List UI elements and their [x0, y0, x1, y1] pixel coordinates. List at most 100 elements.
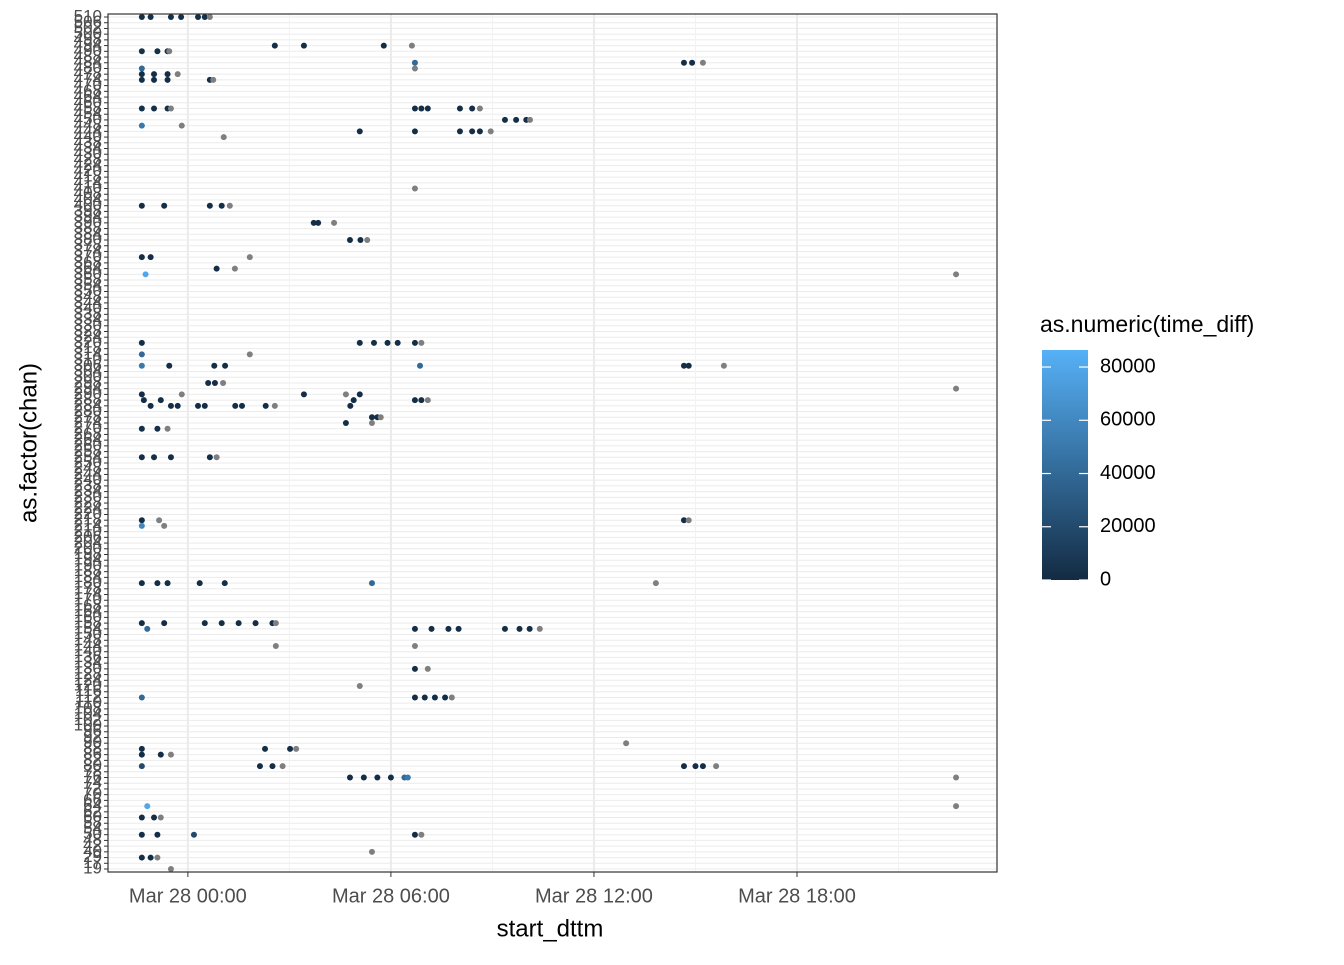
point — [213, 265, 220, 272]
y-tick-label: 488 — [74, 47, 102, 66]
y-tick-label: 458 — [74, 98, 102, 117]
point — [167, 402, 174, 409]
y-tick-label: 240 — [74, 470, 102, 489]
y-tick-label: 480 — [74, 58, 102, 77]
point — [377, 414, 384, 421]
y-tick-label: 40 — [83, 841, 102, 860]
point — [384, 339, 391, 346]
point — [431, 694, 438, 701]
point — [315, 219, 322, 226]
y-tick-label: 360 — [74, 264, 102, 283]
y-tick-label: 388 — [74, 218, 102, 237]
point — [201, 402, 208, 409]
point — [154, 48, 161, 55]
y-tick-label: 370 — [74, 247, 102, 266]
point — [138, 71, 145, 78]
point — [476, 105, 483, 112]
point — [300, 391, 307, 398]
point — [394, 339, 401, 346]
y-tick-label: 350 — [74, 281, 102, 300]
y-axis-label: as.factor(chan) — [15, 363, 42, 523]
point — [689, 59, 696, 66]
y-tick-label: 190 — [74, 555, 102, 574]
y-tick-label: 76 — [83, 767, 102, 786]
point — [164, 71, 171, 78]
point — [699, 763, 706, 770]
point — [218, 620, 225, 627]
y-tick-label: 330 — [74, 315, 102, 334]
y-tick-label: 62 — [83, 801, 102, 820]
point — [271, 42, 278, 49]
y-tick-label: 278 — [74, 407, 102, 426]
y-tick-label: 440 — [74, 127, 102, 146]
point — [138, 76, 145, 83]
y-tick-label: 314 — [74, 344, 102, 363]
x-tick-label: Mar 28 12:00 — [535, 885, 653, 907]
y-tick-label: 258 — [74, 441, 102, 460]
point — [418, 339, 425, 346]
point — [147, 254, 154, 261]
point — [364, 237, 371, 244]
point — [342, 419, 349, 426]
point — [680, 362, 687, 369]
y-tick-label: 444 — [74, 121, 102, 140]
point — [428, 625, 435, 632]
y-tick-label: 60 — [83, 807, 102, 826]
point — [211, 379, 218, 386]
y-tick-label: 220 — [74, 504, 102, 523]
x-tick-label: Mar 28 00:00 — [129, 885, 247, 907]
y-tick-label: 268 — [74, 424, 102, 443]
point — [272, 620, 279, 627]
y-tick-label: 86 — [83, 744, 102, 763]
point — [195, 402, 202, 409]
point — [166, 48, 173, 55]
point — [174, 71, 181, 78]
point — [424, 665, 431, 672]
point — [487, 128, 494, 135]
point — [287, 745, 294, 752]
point — [360, 774, 367, 781]
legend-title: as.numeric(time_diff) — [1040, 311, 1254, 337]
point — [445, 625, 452, 632]
point — [138, 814, 145, 821]
point — [476, 128, 483, 135]
point — [368, 580, 375, 587]
point — [154, 580, 161, 587]
y-tick-label: 378 — [74, 235, 102, 254]
point — [953, 774, 960, 781]
y-tick-label: 338 — [74, 304, 102, 323]
point — [138, 339, 145, 346]
point — [164, 580, 171, 587]
point — [138, 362, 145, 369]
y-tick-label: 398 — [74, 201, 102, 220]
point — [692, 763, 699, 770]
y-tick-label: 224 — [74, 498, 102, 517]
y-tick-label: 304 — [74, 361, 102, 380]
y-tick-label: 344 — [74, 292, 102, 311]
y-tick-label: 460 — [74, 92, 102, 111]
y-tick-label: 354 — [74, 275, 102, 294]
point — [211, 362, 218, 369]
point — [221, 580, 228, 587]
point — [138, 351, 145, 358]
point — [411, 339, 418, 346]
point — [161, 522, 168, 529]
point — [623, 740, 630, 747]
point — [342, 391, 349, 398]
y-tick-label: 70 — [83, 784, 102, 803]
y-tick-label: 218 — [74, 510, 102, 529]
point — [411, 625, 418, 632]
y-tick-label: 306 — [74, 355, 102, 374]
y-tick-label: 500 — [74, 24, 102, 43]
point — [469, 105, 476, 112]
point — [196, 580, 203, 587]
y-tick-label: 280 — [74, 401, 102, 420]
point — [356, 391, 363, 398]
y-tick-label: 324 — [74, 327, 102, 346]
y-tick-label: 134 — [74, 653, 102, 672]
point — [138, 14, 145, 20]
point — [151, 71, 158, 78]
y-tick-label: 320 — [74, 332, 102, 351]
point — [138, 751, 145, 758]
point — [370, 339, 377, 346]
